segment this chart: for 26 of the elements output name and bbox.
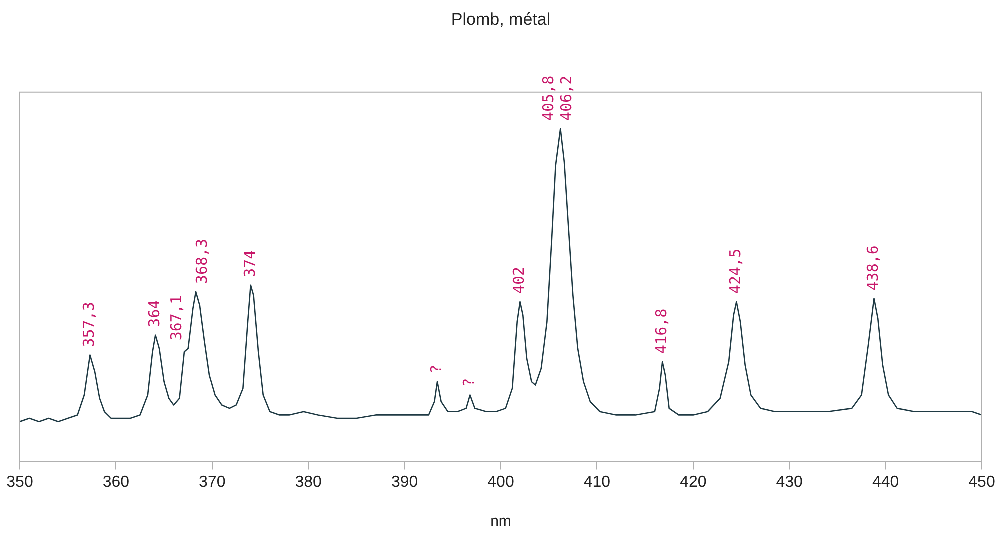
chart-title: Plomb, métal — [451, 10, 551, 29]
annotation: 374 — [240, 250, 259, 278]
x-axis-title: nm — [490, 513, 512, 530]
x-tick-label: 380 — [295, 474, 322, 491]
x-tick-label: 450 — [968, 474, 996, 491]
annotation: 402 — [510, 266, 528, 294]
x-tick-label: 350 — [6, 474, 34, 491]
annotation: ? — [427, 364, 446, 374]
x-tick-label: 370 — [199, 474, 226, 491]
x-tick-label: 360 — [102, 474, 130, 491]
annotation: 438,6 — [864, 246, 882, 291]
x-tick-label: 420 — [680, 474, 707, 491]
x-tick-label: 390 — [391, 474, 418, 491]
annotation: 416,8 — [652, 308, 671, 354]
annotation: 368,3 — [192, 238, 211, 284]
x-tick-label: 430 — [776, 474, 804, 491]
annotation: 405,8 — [540, 76, 558, 122]
x-tick-label: 440 — [872, 474, 900, 491]
annotation: 424,5 — [726, 248, 745, 294]
annotation: 364 — [146, 300, 164, 328]
x-tick-label: 410 — [584, 474, 611, 491]
annotation: ? — [460, 378, 478, 388]
annotation: 357,3 — [80, 302, 98, 348]
x-tick-label: 400 — [488, 474, 514, 491]
annotation: 367,1 — [167, 295, 186, 341]
annotation: 406,2 — [558, 76, 576, 122]
